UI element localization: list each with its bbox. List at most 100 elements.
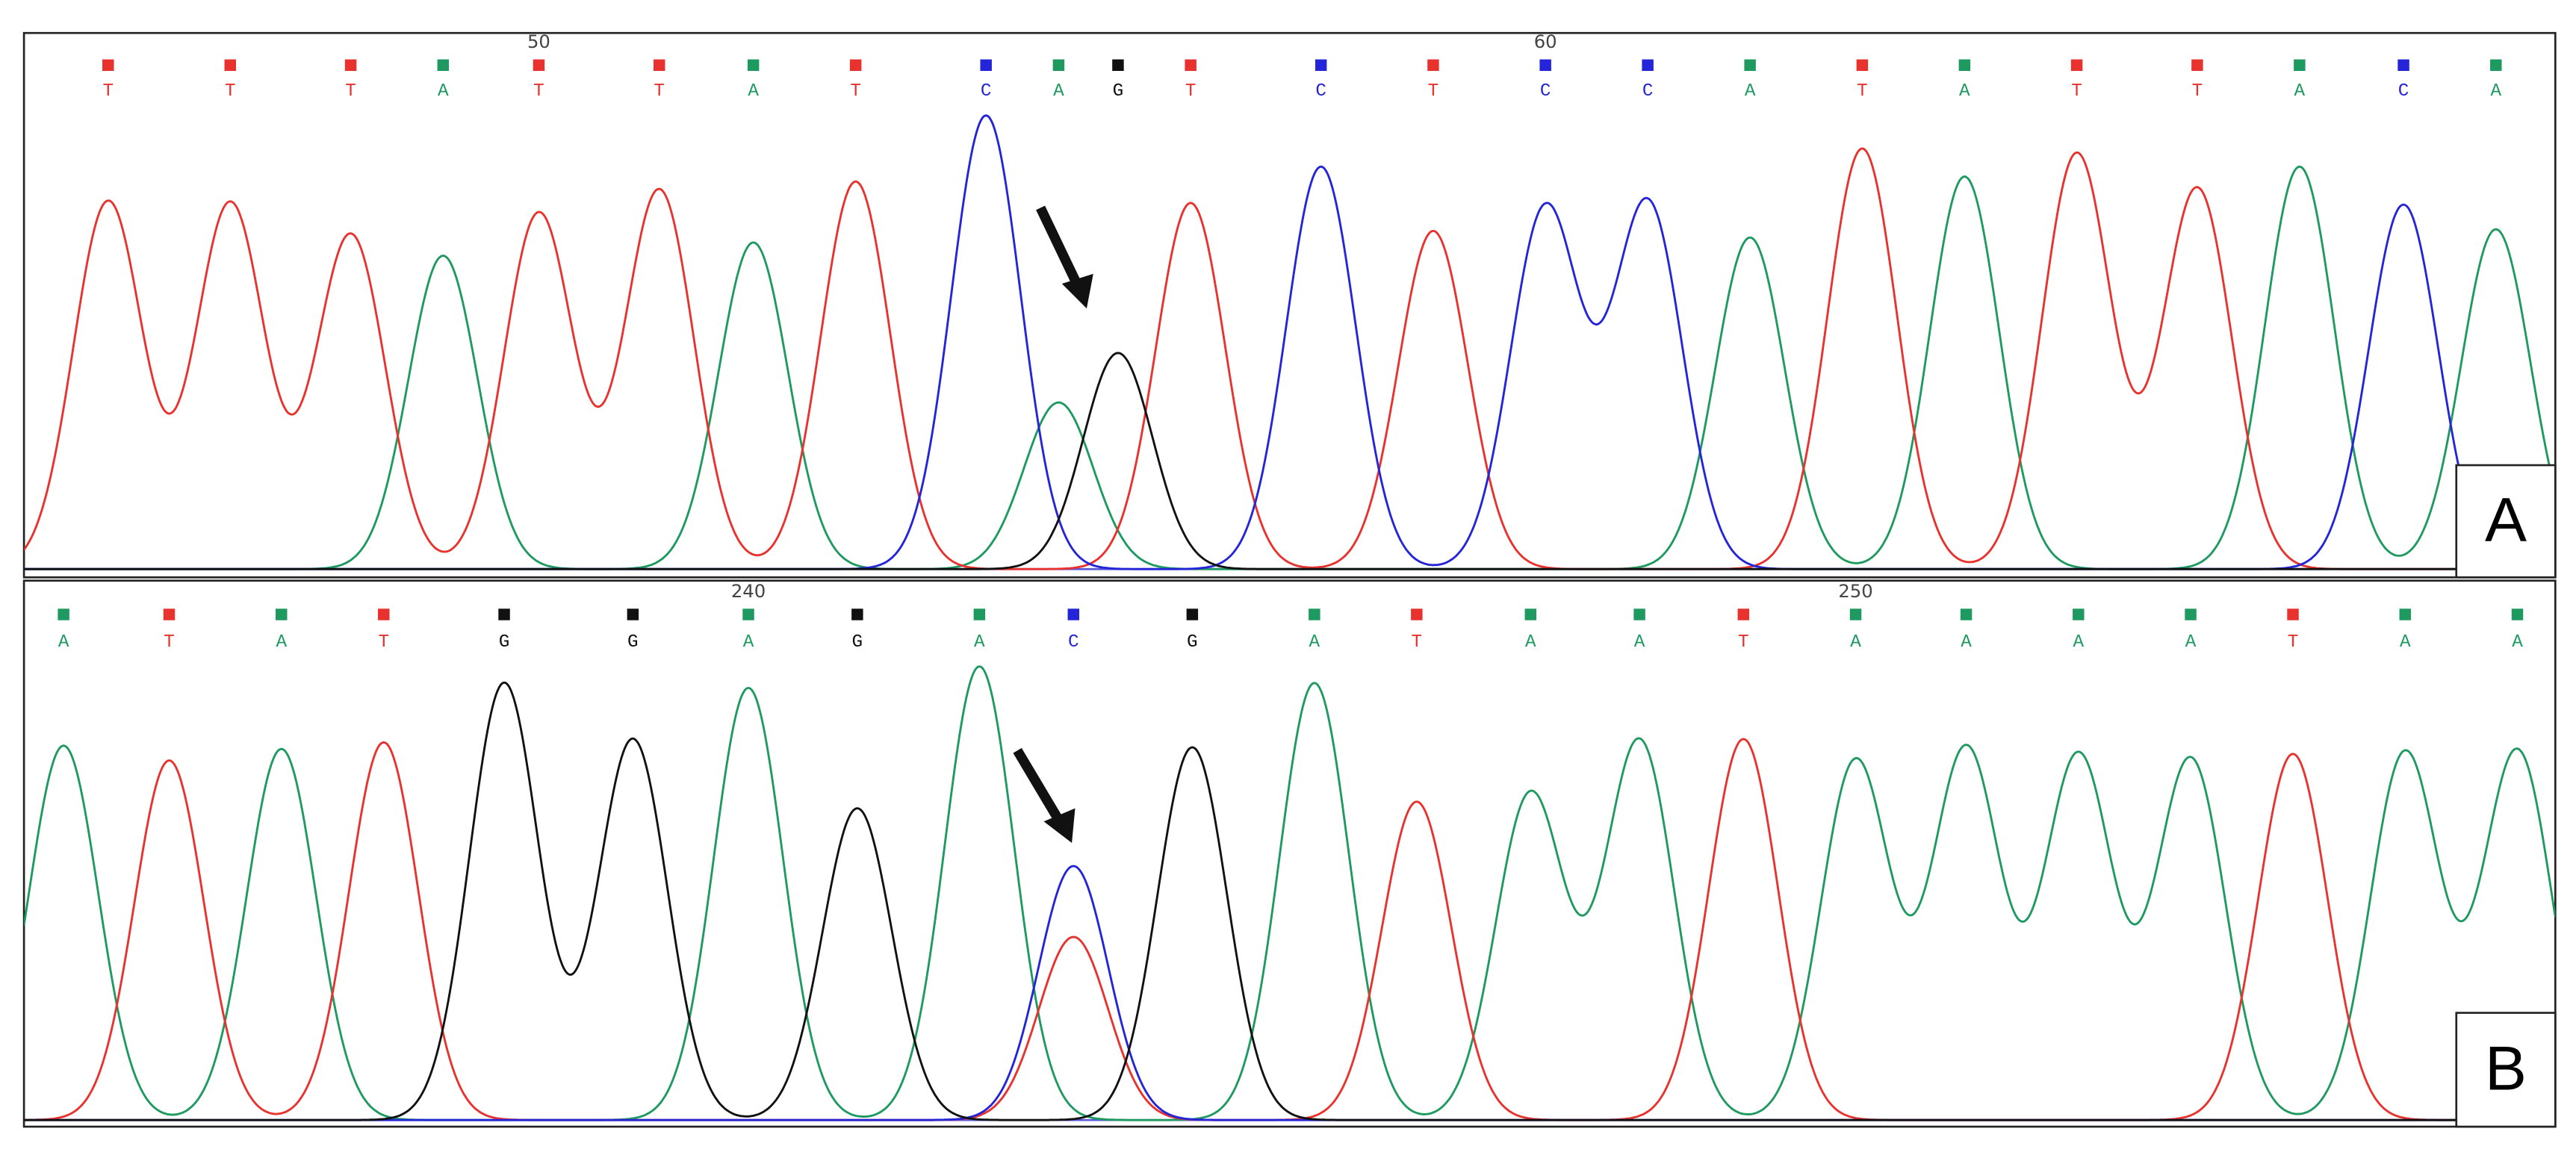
quality-marker	[1309, 608, 1320, 620]
position-number: 250	[1838, 580, 1872, 602]
base-call: A	[1053, 81, 1064, 102]
base-call: T	[378, 632, 389, 653]
base-call: A	[1959, 81, 1970, 102]
base-call: T	[654, 81, 665, 102]
quality-marker	[2185, 608, 2197, 620]
quality-marker	[224, 59, 237, 72]
base-call: A	[1634, 632, 1645, 653]
panel-frame	[22, 31, 2557, 579]
quality-marker	[1642, 59, 1654, 72]
quality-marker	[742, 608, 754, 620]
base-call: A	[2512, 632, 2523, 653]
base-call: A	[2294, 81, 2306, 102]
base-call: C	[1642, 81, 1654, 102]
base-call: G	[499, 632, 510, 653]
base-call: A	[2073, 632, 2085, 653]
arrow	[1036, 205, 1093, 309]
base-call: T	[102, 81, 114, 102]
quality-marker	[653, 59, 665, 72]
quality-marker	[849, 59, 862, 72]
base-call: C	[1315, 81, 1326, 102]
base-call: T	[225, 81, 236, 102]
quality-marker	[2397, 59, 2409, 72]
quality-marker	[627, 608, 639, 620]
panel-frame	[22, 579, 2557, 1128]
quality-marker	[58, 608, 69, 620]
base-call: A	[2490, 81, 2501, 102]
position-number: 240	[731, 580, 766, 602]
quality-marker	[851, 608, 863, 620]
base-call: A	[276, 632, 287, 653]
trace	[24, 147, 2556, 570]
quality-marker	[2287, 608, 2299, 620]
base-call: A	[743, 632, 754, 653]
panel-label: B	[2485, 1033, 2527, 1103]
base-call: T	[345, 81, 356, 102]
quality-marker	[1524, 608, 1537, 620]
base-call: A	[974, 632, 985, 653]
quality-marker	[1960, 608, 1973, 620]
base-call: T	[1185, 81, 1197, 102]
base-call: G	[1187, 632, 1198, 653]
base-call: C	[1540, 81, 1551, 102]
quality-marker	[344, 59, 357, 72]
quality-marker	[276, 608, 288, 620]
label-box	[2455, 464, 2557, 579]
quality-marker	[1411, 608, 1423, 620]
quality-marker	[1744, 59, 1756, 72]
base-call: G	[627, 632, 639, 653]
base-call: T	[1738, 632, 1749, 653]
quality-marker	[747, 59, 760, 72]
quality-marker	[163, 608, 176, 620]
base-call: A	[1961, 632, 1972, 653]
quality-marker	[102, 59, 114, 72]
quality-marker	[2511, 608, 2524, 620]
base-call: A	[1309, 632, 1320, 653]
base-call: T	[1857, 81, 1868, 102]
quality-marker	[437, 59, 450, 72]
base-call: T	[533, 81, 544, 102]
quality-marker	[2490, 59, 2502, 72]
position-number: 60	[1534, 31, 1557, 52]
trace	[24, 352, 2556, 570]
quality-marker	[1958, 59, 1971, 72]
base-call: T	[850, 81, 861, 102]
base-call: A	[748, 81, 759, 102]
base-call: T	[1428, 81, 1439, 102]
quality-marker	[1539, 59, 1551, 72]
quality-marker	[498, 608, 510, 620]
base-call: C	[2398, 81, 2409, 102]
quality-marker	[533, 59, 545, 72]
quality-marker	[2073, 608, 2085, 620]
base-call: A	[438, 81, 449, 102]
base-call: T	[2288, 632, 2299, 653]
base-call: A	[58, 632, 69, 653]
quality-marker	[1052, 59, 1065, 72]
base-call: A	[2185, 632, 2197, 653]
base-call: A	[2400, 632, 2411, 653]
base-call: T	[2192, 81, 2203, 102]
quality-marker	[378, 608, 390, 620]
base-call: A	[1525, 632, 1536, 653]
base-call: T	[164, 632, 175, 653]
base-call: A	[1745, 81, 1756, 102]
quality-marker	[1067, 608, 1080, 620]
panel-label: A	[2485, 485, 2527, 555]
position-number: 50	[527, 31, 550, 52]
quality-marker	[2191, 59, 2203, 72]
quality-marker	[1186, 608, 1199, 620]
base-call: T	[1412, 632, 1423, 653]
quality-marker	[980, 59, 992, 72]
quality-marker	[1856, 59, 1869, 72]
arrow	[1013, 747, 1076, 844]
base-call: G	[1113, 81, 1124, 102]
quality-marker	[1737, 608, 1750, 620]
label-box	[2455, 1012, 2557, 1128]
quality-marker	[2294, 59, 2306, 72]
trace	[24, 681, 2556, 1121]
base-call: G	[852, 632, 863, 653]
quality-marker	[1112, 59, 1124, 72]
quality-marker	[2399, 608, 2411, 620]
